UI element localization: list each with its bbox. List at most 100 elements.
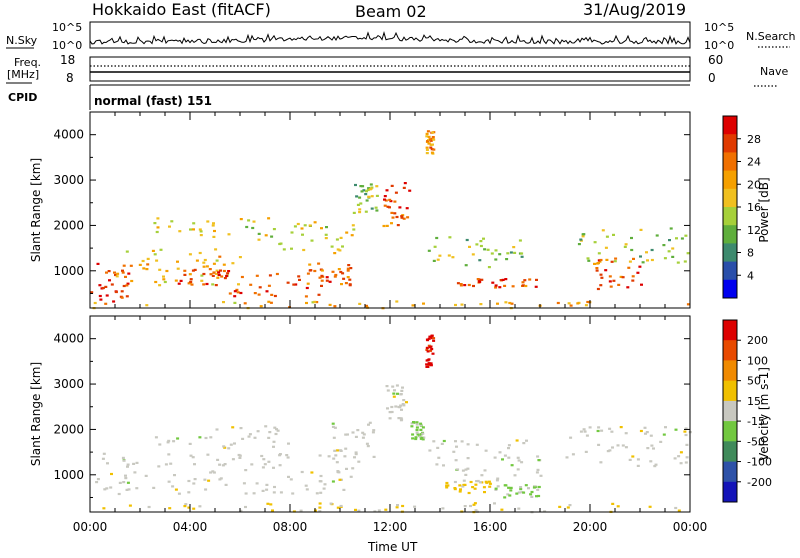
range-gate-cell bbox=[496, 302, 499, 305]
range-gate-cell bbox=[273, 485, 276, 489]
range-gate-cell bbox=[198, 251, 202, 255]
range-gate-cell bbox=[386, 407, 389, 410]
range-gate-cell bbox=[336, 470, 340, 473]
range-gate-cell bbox=[565, 456, 569, 459]
range-gate-cell bbox=[110, 283, 114, 286]
range-gate-cell bbox=[297, 275, 301, 278]
range-gate-cell bbox=[113, 271, 116, 274]
range-gate-cell bbox=[403, 182, 407, 185]
range-gate-cell bbox=[411, 304, 415, 307]
range-gate-cell bbox=[192, 222, 196, 225]
range-gate-cell bbox=[523, 279, 527, 282]
range-gate-cell bbox=[684, 461, 688, 464]
velocity-ylabel: Slant Range [km] bbox=[29, 362, 43, 466]
range-gate-cell bbox=[126, 463, 130, 466]
range-gate-cell bbox=[500, 508, 504, 511]
range-gate-cell bbox=[516, 456, 520, 459]
range-gate-cell bbox=[282, 248, 286, 251]
range-gate-cell bbox=[333, 426, 337, 429]
colorbar-tick-label: 28 bbox=[747, 133, 761, 146]
range-gate-cell bbox=[442, 439, 446, 443]
range-gate-cell bbox=[361, 431, 365, 434]
colorbar-tick-label: -50 bbox=[747, 435, 765, 448]
range-gate-cell bbox=[662, 244, 666, 247]
range-gate-cell bbox=[410, 422, 414, 425]
range-gate-cell bbox=[628, 260, 632, 263]
range-gate-cell bbox=[475, 480, 479, 483]
range-gate-cell bbox=[130, 279, 134, 283]
range-gate-cell bbox=[361, 185, 365, 188]
range-gate-cell bbox=[313, 269, 317, 273]
colorbar-segment bbox=[723, 279, 737, 299]
range-gate-cell bbox=[244, 492, 248, 495]
range-gate-cell bbox=[212, 222, 215, 225]
range-gate-cell bbox=[345, 231, 349, 234]
range-gate-cell bbox=[372, 429, 376, 432]
range-gate-cell bbox=[265, 488, 269, 491]
range-gate-cell bbox=[630, 236, 633, 240]
range-gate-cell bbox=[274, 432, 278, 436]
range-gate-cell bbox=[504, 301, 508, 304]
power-ylabel: Slant Range [km] bbox=[29, 158, 43, 262]
range-gate-cell bbox=[388, 417, 392, 420]
range-gate-cell bbox=[595, 269, 599, 272]
y-tick-label: 2000 bbox=[53, 218, 84, 232]
range-gate-cell bbox=[631, 279, 635, 282]
range-gate-cell bbox=[469, 504, 472, 508]
range-gate-cell bbox=[425, 132, 429, 135]
range-gate-cell bbox=[445, 486, 449, 489]
range-gate-cell bbox=[320, 269, 324, 272]
range-gate-cell bbox=[351, 224, 355, 227]
range-gate-cell bbox=[352, 228, 356, 231]
range-gate-cell bbox=[425, 135, 429, 138]
range-gate-cell bbox=[144, 474, 148, 477]
range-gate-cell bbox=[476, 278, 480, 281]
range-gate-cell bbox=[529, 493, 533, 496]
range-gate-cell bbox=[222, 263, 226, 266]
range-gate-cell bbox=[393, 389, 396, 392]
range-gate-cell bbox=[108, 279, 111, 282]
range-gate-cell bbox=[364, 210, 368, 213]
range-gate-cell bbox=[431, 352, 435, 355]
range-gate-cell bbox=[432, 138, 436, 141]
range-gate-cell bbox=[349, 475, 353, 478]
range-gate-cell bbox=[374, 206, 378, 209]
range-gate-cell bbox=[202, 265, 206, 268]
range-gate-cell bbox=[429, 146, 433, 149]
range-gate-cell bbox=[104, 302, 108, 305]
range-gate-cell bbox=[504, 484, 508, 487]
range-gate-cell bbox=[684, 433, 688, 437]
range-gate-cell bbox=[419, 423, 423, 427]
range-gate-cell bbox=[520, 461, 524, 464]
range-gate-cell bbox=[359, 202, 363, 205]
range-gate-cell bbox=[616, 505, 620, 508]
nsky-tick-bottom: 10^0 bbox=[52, 39, 82, 52]
range-gate-cell bbox=[494, 249, 498, 252]
range-gate-cell bbox=[617, 283, 621, 286]
range-gate-cell bbox=[415, 431, 419, 434]
scatter-region bbox=[154, 425, 290, 450]
range-gate-cell bbox=[512, 246, 516, 249]
range-gate-cell bbox=[242, 482, 246, 485]
range-gate-cell bbox=[356, 429, 360, 432]
range-gate-cell bbox=[398, 206, 402, 209]
range-gate-cell bbox=[577, 243, 581, 246]
range-gate-cell bbox=[101, 286, 105, 290]
range-gate-cell bbox=[124, 275, 127, 278]
range-gate-cell bbox=[519, 486, 523, 489]
range-gate-cell bbox=[392, 392, 396, 395]
range-gate-cell bbox=[452, 450, 456, 453]
range-gate-cell bbox=[122, 459, 126, 462]
range-gate-cell bbox=[646, 259, 649, 262]
range-gate-cell bbox=[611, 502, 615, 505]
nsearch-label: N.Search bbox=[746, 30, 796, 43]
scatter-region bbox=[385, 384, 408, 422]
range-gate-cell bbox=[118, 481, 122, 484]
range-gate-cell bbox=[219, 269, 222, 272]
colorbar-frame bbox=[722, 319, 738, 503]
range-gate-cell bbox=[392, 395, 396, 398]
range-gate-cell bbox=[521, 281, 525, 284]
range-gate-cell bbox=[390, 222, 393, 225]
velocity-data-cells bbox=[95, 334, 692, 514]
scatter-region bbox=[427, 236, 524, 269]
